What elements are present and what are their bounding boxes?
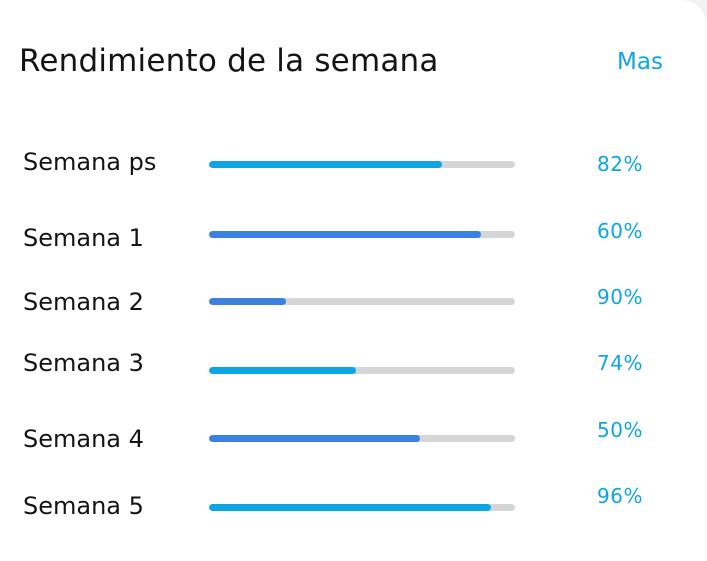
progress-fill [209, 367, 356, 374]
card-title: Rendimiento de la semana [19, 43, 439, 79]
week-percent: 74% [597, 351, 643, 375]
week-label: Semana ps [23, 148, 157, 176]
progress-fill [209, 435, 421, 442]
week-label: Semana 1 [23, 224, 144, 252]
week-label: Semana 5 [23, 492, 144, 520]
progress-track [209, 231, 515, 238]
progress-track [209, 298, 515, 305]
progress-track [209, 161, 515, 168]
week-percent: 60% [597, 219, 643, 243]
week-label: Semana 2 [23, 288, 144, 316]
week-percent: 50% [597, 418, 643, 442]
progress-fill [209, 298, 286, 305]
progress-fill [209, 504, 491, 511]
more-link[interactable]: Mas [617, 49, 663, 75]
progress-track [209, 435, 515, 442]
week-percent: 90% [597, 285, 643, 309]
progress-track [209, 504, 515, 511]
week-label: Semana 3 [23, 349, 144, 377]
progress-track [209, 367, 515, 374]
week-label: Semana 4 [23, 425, 144, 453]
week-percent: 82% [597, 152, 643, 176]
week-percent: 96% [597, 484, 643, 508]
progress-fill [209, 161, 442, 168]
progress-fill [209, 231, 482, 238]
